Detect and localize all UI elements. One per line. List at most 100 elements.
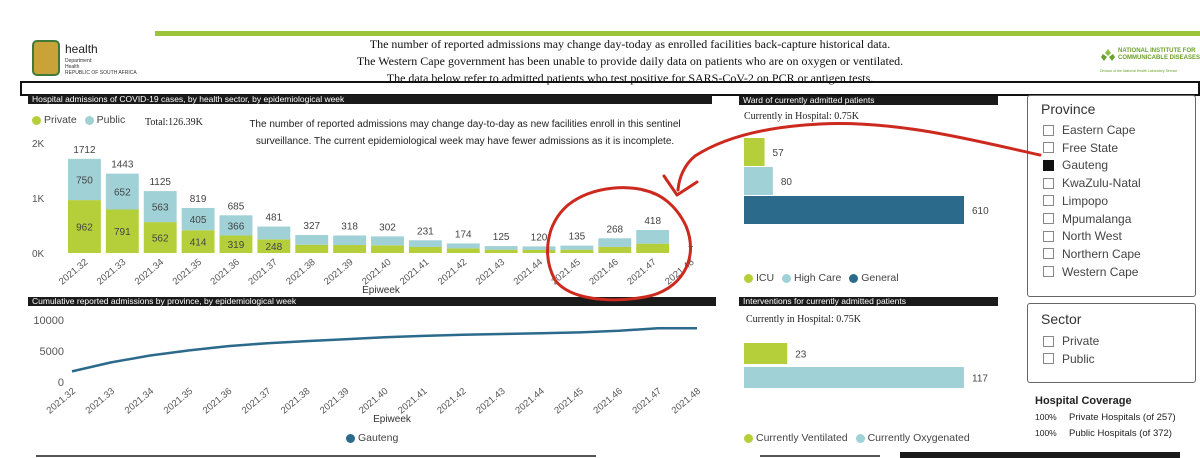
interventions-bar-chart: 23 117 xyxy=(744,343,988,388)
province-item[interactable]: Mpumalanga xyxy=(1043,212,1131,226)
hbar-high-care[interactable] xyxy=(744,167,773,195)
bar-private[interactable] xyxy=(143,222,177,253)
bar-private[interactable] xyxy=(105,209,139,253)
sector-item[interactable]: Public xyxy=(1043,352,1095,366)
bar-private[interactable] xyxy=(257,239,291,253)
legend-public: Public xyxy=(84,114,126,126)
bar-private[interactable] xyxy=(522,249,556,253)
checkbox-icon[interactable] xyxy=(1043,335,1054,347)
bar-public[interactable] xyxy=(295,235,329,245)
checkbox-icon[interactable] xyxy=(1043,248,1054,260)
legend-icu-label: ICU xyxy=(756,272,775,284)
checkbox-icon[interactable] xyxy=(1043,124,1054,136)
bottom-divider-mid xyxy=(760,455,880,457)
bar-public[interactable] xyxy=(636,230,670,244)
checkbox-icon[interactable] xyxy=(1043,177,1054,189)
ward-legend: ICU High Care General xyxy=(744,272,904,284)
bar-private[interactable] xyxy=(333,245,367,253)
checkbox-icon[interactable] xyxy=(1043,230,1054,242)
y-tick-label: 1K xyxy=(32,194,45,205)
hbar-value-label: 117 xyxy=(972,374,988,385)
bar-private[interactable] xyxy=(68,200,101,253)
bar-private[interactable] xyxy=(181,230,215,253)
hbar-value-label: 80 xyxy=(781,177,793,188)
icu-dot-icon xyxy=(744,273,753,283)
bar-public[interactable] xyxy=(598,238,632,247)
bar-public[interactable] xyxy=(371,236,404,246)
logo-title: health xyxy=(65,42,98,56)
coverage-public-label: Public Hospitals (of 372) xyxy=(1069,428,1172,439)
hbar-currently-ventilated[interactable] xyxy=(744,343,788,364)
gauteng-dot-icon xyxy=(346,433,355,443)
nicd-subtitle: Division of the National Health Laborato… xyxy=(1100,69,1178,73)
admissions-panel-title: Hospital admissions of COVID-19 cases, b… xyxy=(28,95,712,104)
bar-public[interactable] xyxy=(68,158,101,201)
province-item[interactable]: Western Cape xyxy=(1043,265,1138,279)
bar-public[interactable] xyxy=(522,246,556,250)
interventions-current: Currently in Hospital: 0.75K xyxy=(746,314,861,325)
bar-public[interactable] xyxy=(484,246,518,250)
bar-public[interactable] xyxy=(446,243,480,249)
public-dot-icon xyxy=(84,115,94,125)
bar-public[interactable] xyxy=(257,226,291,240)
legend-gauteng-label: Gauteng xyxy=(358,432,399,444)
red-circle-annotation xyxy=(546,186,692,302)
interventions-panel-title: Interventions for currently admitted pat… xyxy=(739,297,998,306)
coverage-title: Hospital Coverage xyxy=(1035,395,1132,407)
province-item-label: North West xyxy=(1062,229,1122,244)
bar-public[interactable] xyxy=(181,207,215,231)
province-item[interactable]: Gauteng xyxy=(1043,158,1108,172)
checkbox-icon[interactable] xyxy=(1043,159,1054,171)
province-item[interactable]: North West xyxy=(1043,229,1122,243)
bar-public-label: 750 xyxy=(76,175,93,186)
checkbox-icon[interactable] xyxy=(1043,266,1054,278)
hbar-icu[interactable] xyxy=(744,138,765,166)
bar-private[interactable] xyxy=(598,246,632,253)
legend-private-label: Private xyxy=(44,114,77,126)
legend-public-label: Public xyxy=(96,114,126,126)
hospital-coverage: Hospital Coverage 100% Private Hospitals … xyxy=(1035,395,1200,439)
bar-public[interactable] xyxy=(560,245,594,250)
province-slicer-title: Province xyxy=(1041,101,1096,117)
bar-private[interactable] xyxy=(560,249,594,253)
hbar-currently-oxygenated[interactable] xyxy=(744,367,964,388)
bar-public-label: 366 xyxy=(228,221,245,232)
province-item[interactable]: Limpopo xyxy=(1043,194,1108,208)
y-tick-label: 0K xyxy=(32,249,45,260)
bar-public[interactable] xyxy=(105,173,139,210)
bar-private[interactable] xyxy=(219,235,253,253)
coverage-private-pct: 100% xyxy=(1035,412,1057,422)
bar-private[interactable] xyxy=(446,248,480,253)
province-item-label: Northern Cape xyxy=(1062,246,1141,261)
checkbox-icon[interactable] xyxy=(1043,353,1054,365)
high-care-dot-icon xyxy=(782,273,792,283)
bar-private[interactable] xyxy=(371,245,404,253)
checkbox-icon[interactable] xyxy=(1043,142,1054,154)
bar-private[interactable] xyxy=(295,244,329,253)
bar-private[interactable] xyxy=(484,249,518,253)
hbar-general[interactable] xyxy=(744,196,964,224)
bar-total-label: 1712 xyxy=(73,145,96,156)
bar-public[interactable] xyxy=(219,215,253,236)
ventilated-dot-icon xyxy=(744,433,753,443)
province-item[interactable]: Free State xyxy=(1043,141,1118,155)
cumulative-x-axis-title: Epiweek xyxy=(373,414,412,425)
province-item[interactable]: Eastern Cape xyxy=(1043,123,1135,137)
bar-private-label: 414 xyxy=(190,238,207,249)
ward-current-value: 0.75K xyxy=(834,111,860,122)
province-item[interactable]: KwaZulu-Natal xyxy=(1043,176,1141,190)
checkbox-icon[interactable] xyxy=(1043,213,1054,224)
bar-public[interactable] xyxy=(333,235,367,246)
cumulative-panel-title: Cumulative reported admissions by provin… xyxy=(28,297,716,306)
bar-public[interactable] xyxy=(408,240,442,247)
checkbox-icon[interactable] xyxy=(1043,195,1054,207)
y-tick-label: 5000 xyxy=(40,346,64,358)
sector-item[interactable]: Private xyxy=(1043,334,1099,348)
bar-private[interactable] xyxy=(636,243,670,253)
province-item[interactable]: Northern Cape xyxy=(1043,247,1141,261)
bar-private-label: 319 xyxy=(228,240,245,251)
bar-private[interactable] xyxy=(408,246,442,253)
bar-public[interactable] xyxy=(143,191,177,223)
line-gauteng[interactable] xyxy=(71,326,697,373)
